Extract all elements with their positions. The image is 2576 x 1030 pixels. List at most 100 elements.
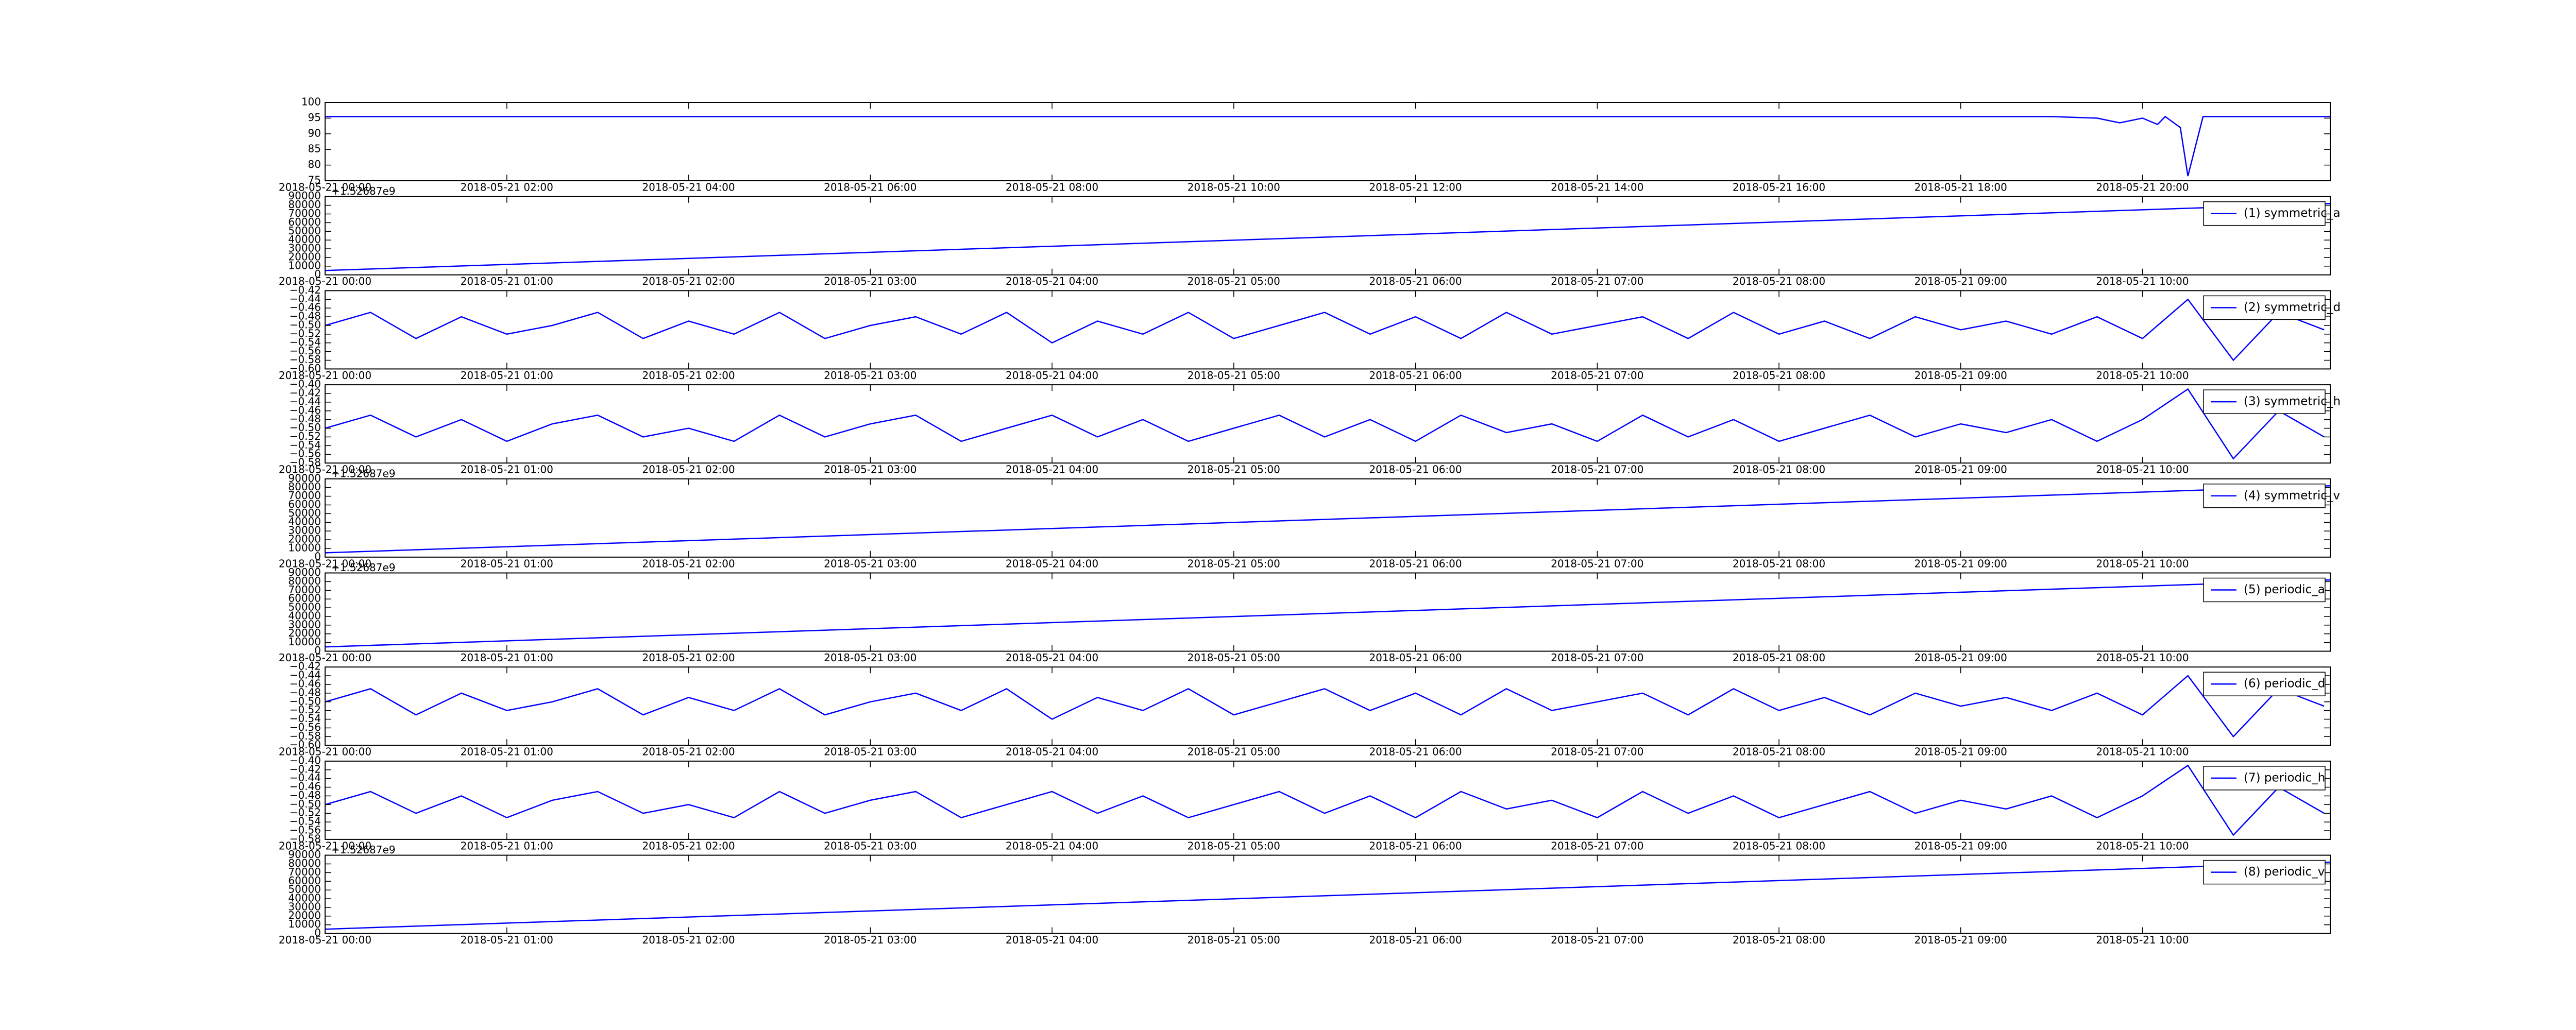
y-tick-label: 10000 [288,259,321,271]
y-tick-label: 90000 [288,848,321,861]
y-tick-label: −0.56 [290,345,321,357]
x-tick-label: 2018-05-21 05:00 [1188,464,1280,476]
x-tick-label: 2018-05-21 03:00 [824,464,917,476]
y-tick-label: 90000 [288,566,321,578]
y-tick-label: 90000 [288,472,321,484]
y-tick-label: 40000 [288,233,321,246]
y-tick-label: 40000 [288,516,321,528]
axes-background [325,855,2330,934]
x-tick-label: 2018-05-21 16:00 [1733,181,1825,194]
x-tick-label: 2018-05-21 08:00 [1733,746,1825,758]
y-tick-label: −0.50 [290,318,321,331]
legend-label: (6) periodic_d [2244,677,2325,691]
x-tick-label: 2018-05-21 09:00 [1914,557,2007,570]
x-tick-label: 2018-05-21 09:00 [1914,746,2007,758]
axes-background [325,761,2330,839]
x-tick-label: 2018-05-21 00:00 [279,557,371,570]
axes-background [325,573,2330,651]
x-tick-label: 2018-05-21 05:00 [1188,557,1280,570]
x-tick-label: 2018-05-21 01:00 [461,275,553,287]
x-tick-label: 2018-05-21 10:00 [2096,839,2189,852]
y-tick-label: −0.54 [290,336,321,348]
data-line [325,675,2325,738]
y-tick-label: 10000 [288,541,321,554]
x-tick-label: 2018-05-21 02:00 [461,181,553,194]
x-tick-label: 2018-05-21 06:00 [1369,557,1462,570]
y-tick-label: 60000 [288,216,321,228]
axes-frame [325,196,2331,276]
y-tick-label: 0 [314,644,321,657]
axes-frame [325,290,2331,370]
y-tick-label: −0.54 [290,712,321,725]
y-tick-label: 100 [301,96,321,108]
x-tick-label: 2018-05-21 00:00 [279,464,371,476]
y-tick-label: 80000 [288,480,321,493]
x-tick-label: 2018-05-21 12:00 [1369,181,1462,194]
y-tick-label: −0.56 [290,448,321,460]
x-tick-label: 2018-05-21 00:00 [279,839,371,852]
y-tick-label: −0.54 [290,439,321,451]
y-tick-label: −0.42 [290,386,321,399]
x-tick-label: 2018-05-21 08:00 [1733,839,1825,852]
x-tick-label: 2018-05-21 09:00 [1914,464,2007,476]
y-tick-label: 75 [308,174,321,186]
y-tick-label: −0.46 [290,301,321,314]
x-tick-label: 2018-05-21 04:00 [1006,746,1098,758]
y-tick-label: −0.46 [290,780,321,793]
x-tick-label: 2018-05-21 07:00 [1551,839,1643,852]
axes-frame [325,572,2331,652]
x-tick-label: 2018-05-21 01:00 [461,746,553,758]
y-tick-label: 70000 [288,583,321,596]
x-tick-label: 2018-05-21 05:00 [1188,839,1280,852]
y-tick-label: −0.48 [290,413,321,425]
x-tick-label: 2018-05-21 02:00 [642,934,735,946]
x-tick-label: 2018-05-21 08:00 [1733,464,1825,476]
x-tick-label: 2018-05-21 06:00 [1369,746,1462,758]
y-tick-label: 40000 [288,609,321,622]
y-tick-label: −0.46 [290,404,321,416]
x-tick-label: 2018-05-21 10:00 [2096,651,2189,664]
x-tick-label: 2018-05-21 10:00 [2096,464,2189,476]
y-tick-label: −0.48 [290,686,321,698]
x-tick-label: 2018-05-21 08:00 [1733,369,1825,382]
x-tick-label: 2018-05-21 05:00 [1188,369,1280,382]
y-tick-label: 70000 [288,489,321,502]
x-tick-label: 2018-05-21 05:00 [1188,275,1280,287]
legend-label: (2) symmetric_d [2244,301,2341,314]
x-tick-label: 2018-05-21 03:00 [824,369,917,382]
x-tick-label: 2018-05-21 09:00 [1914,275,2007,287]
x-tick-label: 2018-05-21 00:00 [279,275,371,287]
y-tick-label: 80000 [288,198,321,211]
data-line [325,202,2331,271]
x-tick-label: 2018-05-21 08:00 [1733,557,1825,570]
x-tick-label: 2018-05-21 08:00 [1733,651,1825,664]
x-tick-label: 2018-05-21 08:00 [1733,934,1825,946]
y-tick-label: 50000 [288,883,321,896]
x-tick-label: 2018-05-21 20:00 [2096,181,2189,194]
x-tick-label: 2018-05-21 02:00 [642,839,735,852]
x-tick-label: 2018-05-21 10:00 [2096,746,2189,758]
legend-label: (4) symmetric_v [2244,489,2340,502]
y-tick-label: −0.44 [290,293,321,305]
x-tick-label: 2018-05-21 09:00 [1914,651,2007,664]
y-tick-label: −0.52 [290,703,321,716]
x-tick-label: 2018-05-21 08:00 [1733,275,1825,287]
legend-label: (8) periodic_v [2244,865,2325,879]
x-tick-label: 2018-05-21 00:00 [279,651,371,664]
y-tick-label: −0.52 [290,327,321,339]
x-tick-label: 2018-05-21 04:00 [642,181,735,194]
data-line [325,388,2325,460]
y-tick-label: 20000 [288,627,321,639]
x-tick-label: 2018-05-21 07:00 [1551,369,1643,382]
x-tick-label: 2018-05-21 02:00 [642,557,735,570]
y-tick-label: 50000 [288,507,321,519]
x-tick-label: 2018-05-21 05:00 [1188,651,1280,664]
y-tick-label: 20000 [288,533,321,545]
y-tick-label: 0 [314,926,321,939]
y-tick-label: 10000 [288,918,321,930]
y-tick-label: 70000 [288,866,321,878]
x-tick-label: 2018-05-21 10:00 [2096,275,2189,287]
x-tick-label: 2018-05-21 02:00 [642,651,735,664]
x-tick-label: 2018-05-21 09:00 [1914,369,2007,382]
y-tick-label: 0 [314,268,321,280]
